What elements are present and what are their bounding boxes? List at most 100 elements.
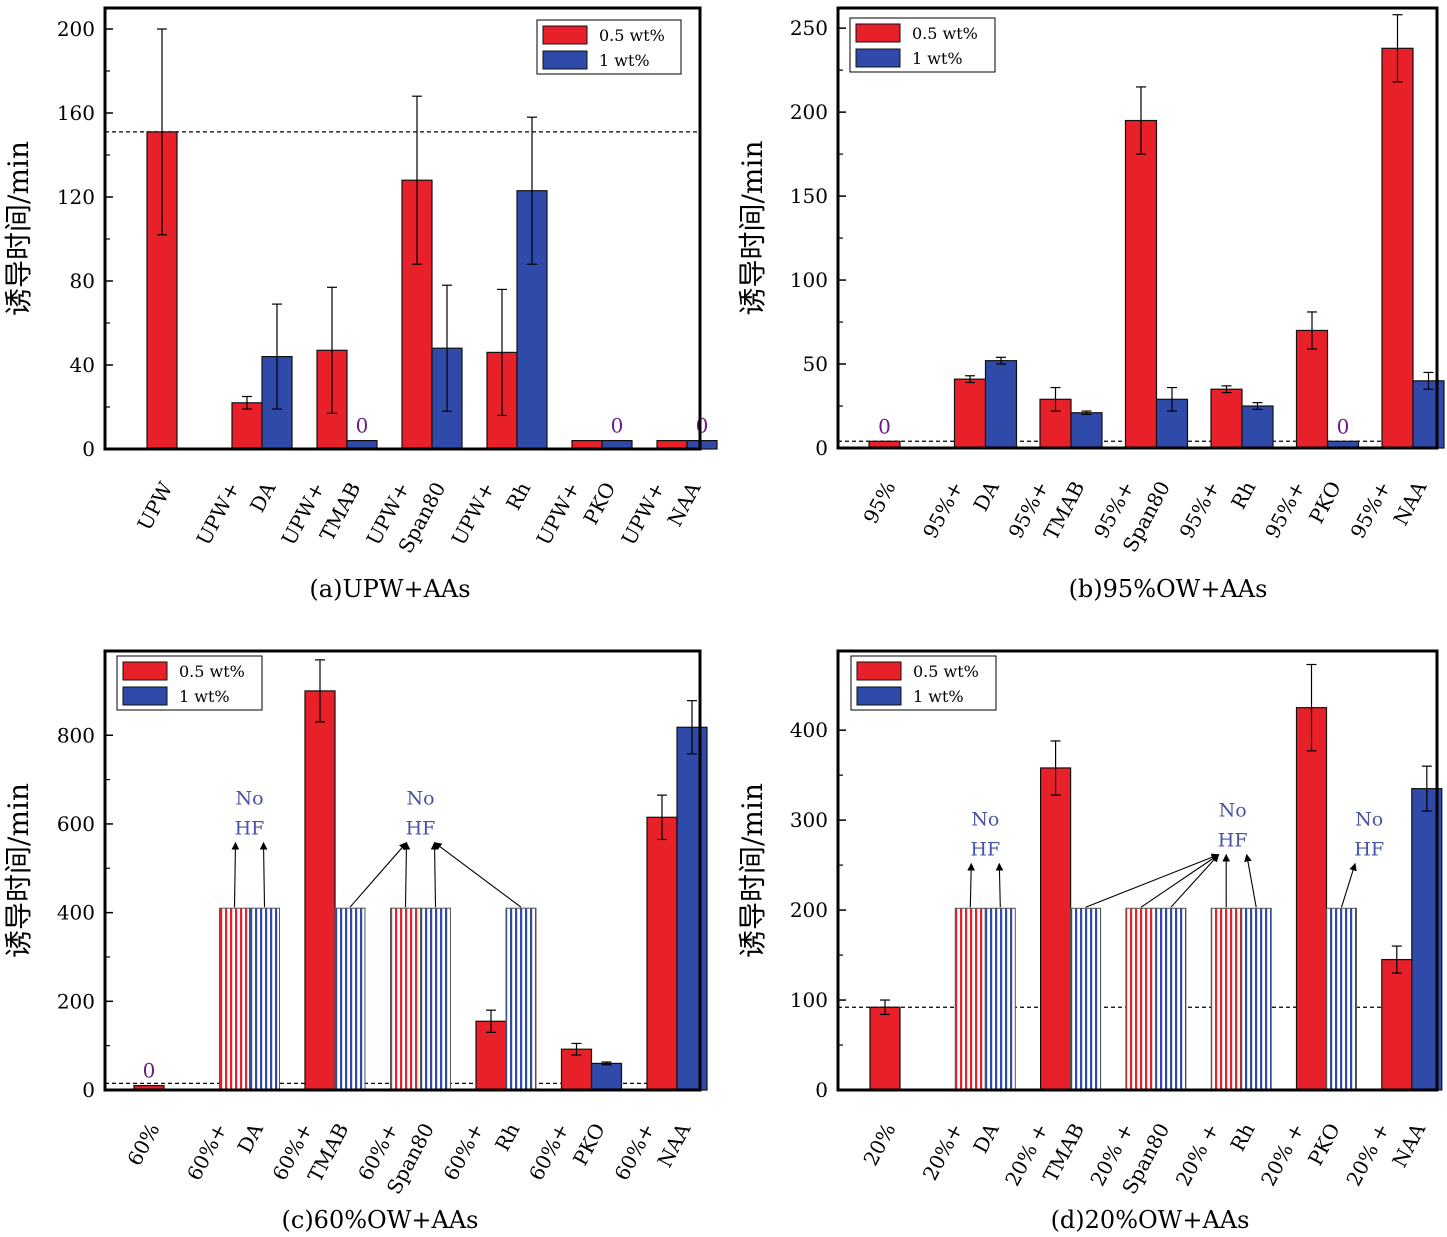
annotation-hf: HF (406, 818, 436, 840)
y-tick-label: 100 (790, 268, 828, 292)
bar (1412, 380, 1445, 449)
x-category-label: UPW+ (531, 478, 584, 549)
annotation-arrow (231, 841, 240, 908)
y-tick-label: 0 (815, 1078, 828, 1102)
y-tick-label: 200 (790, 100, 828, 124)
x-category-label: 20%+ (918, 1119, 968, 1184)
annotation-arrow (259, 841, 268, 908)
annotation-arrow (1085, 853, 1220, 908)
bar (420, 907, 451, 1091)
x-category-label: NAA (662, 478, 705, 531)
x-category-label: 60%+ (524, 1119, 574, 1184)
annotation-arrow (967, 862, 975, 908)
legend-swatch (856, 686, 902, 706)
x-category-label: 95%+ (1345, 477, 1395, 542)
annotation-no: No (1219, 800, 1247, 822)
legend-swatch (542, 50, 588, 70)
x-category-label: DA (968, 477, 1004, 516)
bar (1381, 47, 1414, 449)
annotation-arrow (433, 842, 522, 908)
legend: 0.5 wt% 1 wt% (536, 19, 682, 75)
bar (219, 907, 250, 1091)
legend-label: 1 wt% (599, 51, 650, 70)
annotation-arrow (349, 842, 408, 908)
x-category-label: UPW (132, 478, 177, 535)
y-tick-label: 0 (815, 436, 828, 460)
bar (590, 1062, 623, 1091)
x-category-label: 95%+ (1174, 477, 1224, 542)
bar (505, 907, 537, 1091)
x-category-label: 20% (858, 1119, 900, 1170)
x-category-label: 60%+ (609, 1119, 659, 1184)
x-category-label: PKO (1303, 1119, 1345, 1169)
panel-caption: (b)95%OW+AAs (1069, 575, 1268, 603)
y-axis-label: 诱导时间/min (736, 141, 769, 316)
x-category-label: 60%+ (182, 1119, 232, 1184)
plot-frame (103, 6, 702, 451)
bar (1210, 907, 1242, 1091)
bar (1241, 405, 1274, 449)
y-tick-label: 800 (57, 723, 95, 747)
legend: 0.5 wt% 1 wt% (116, 655, 263, 711)
x-category-label: 60%+ (438, 1119, 488, 1184)
annotation-hf: HF (970, 839, 1000, 861)
annotation-no: No (1355, 809, 1383, 831)
plot-frame (103, 649, 702, 1092)
annotation-arrow (1244, 853, 1257, 908)
x-category-label: 20% + (1256, 1119, 1309, 1190)
bar (1210, 388, 1243, 449)
x-category-label: 95%+ (1260, 477, 1310, 542)
y-tick-label: 600 (57, 812, 95, 836)
x-category-label: UPW+ (276, 478, 329, 549)
bar (984, 907, 1016, 1091)
bar (1295, 707, 1328, 1091)
legend-label: 0.5 wt% (179, 662, 245, 681)
y-tick-label: 160 (57, 101, 95, 125)
x-category-label: 20% + (1171, 1119, 1224, 1190)
x-category-label: 20% + (1341, 1119, 1394, 1190)
x-category-label: Rh (1226, 477, 1260, 513)
bar (334, 907, 366, 1091)
bar (1070, 907, 1102, 1091)
x-category-label: DA (245, 478, 281, 517)
x-category-label: Rh (490, 1119, 524, 1155)
annotation-arrow (402, 841, 411, 908)
bar (1039, 767, 1072, 1091)
bar (953, 378, 987, 449)
y-tick-label: 200 (57, 989, 95, 1013)
bar (984, 360, 1018, 449)
x-category-label: NAA (1388, 477, 1431, 530)
legend-swatch (855, 48, 901, 68)
legend-label: 0.5 wt% (599, 26, 665, 45)
annotation-arrow (995, 862, 1004, 908)
bar (686, 440, 718, 450)
annotation-hf: HF (235, 818, 265, 840)
bar (1240, 907, 1272, 1091)
y-tick-label: 80 (70, 269, 95, 293)
x-category-label: 95% (858, 477, 900, 528)
bar (676, 726, 708, 1091)
x-category-label: UPW+ (446, 478, 499, 549)
zero-label: 0 (1337, 414, 1350, 438)
y-tick-label: 200 (57, 17, 95, 41)
plot-frame (836, 649, 1439, 1092)
x-category-label: NAA (1387, 1119, 1430, 1172)
x-category-label: UPW+ (616, 478, 669, 549)
y-tick-label: 150 (790, 184, 828, 208)
x-category-label: UPW+ (191, 478, 244, 549)
bar (869, 1006, 901, 1091)
annotation-arrow (1170, 854, 1220, 908)
legend-label: 0.5 wt% (912, 24, 978, 43)
bar (390, 907, 421, 1091)
legend: 0.5 wt% 1 wt% (849, 17, 996, 73)
y-tick-label: 120 (57, 185, 95, 209)
x-category-label: 60% (122, 1119, 164, 1170)
zero-label: 0 (356, 414, 369, 438)
bar (1155, 907, 1187, 1091)
bar (1381, 958, 1413, 1091)
zero-label: 0 (143, 1059, 156, 1083)
